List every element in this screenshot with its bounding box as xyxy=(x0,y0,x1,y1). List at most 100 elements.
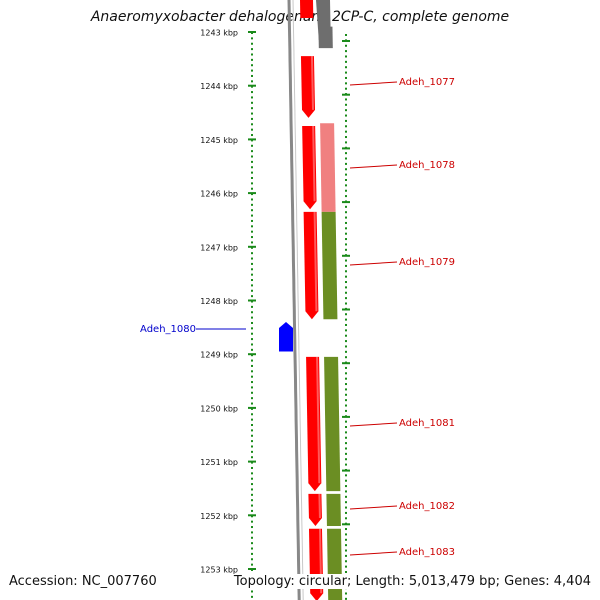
minor-tick-right xyxy=(345,393,347,396)
major-tick-right xyxy=(342,40,350,42)
minor-tick xyxy=(251,338,253,341)
minor-tick-right xyxy=(345,238,347,241)
minor-tick-right xyxy=(345,420,347,423)
minor-tick-right xyxy=(345,404,347,407)
minor-tick-right xyxy=(345,270,347,273)
minor-tick-right xyxy=(345,544,347,547)
minor-tick-right xyxy=(345,152,347,155)
gene-sheen xyxy=(318,493,321,519)
minor-tick xyxy=(251,219,253,222)
minor-tick xyxy=(251,456,253,459)
tick-label: 1252 kbp xyxy=(200,512,238,521)
minor-tick-right xyxy=(345,549,347,552)
leader-line xyxy=(349,164,398,169)
minor-tick-right xyxy=(345,87,347,90)
minor-tick xyxy=(251,91,253,94)
minor-tick-right xyxy=(345,356,347,359)
minor-tick xyxy=(251,536,253,539)
minor-tick-right xyxy=(345,313,347,316)
leader-line xyxy=(349,422,398,427)
minor-tick-right xyxy=(345,168,347,171)
minor-tick xyxy=(251,305,253,308)
gene-partial-top-grey xyxy=(316,0,331,46)
minor-tick xyxy=(251,236,253,239)
minor-tick xyxy=(251,48,253,51)
minor-tick-right xyxy=(345,125,347,128)
minor-tick-right xyxy=(345,318,347,321)
minor-tick xyxy=(251,381,253,384)
map-title: Anaeromyxobacter dehalogenans 2CP-C, com… xyxy=(90,9,510,25)
leader-line xyxy=(349,505,398,510)
minor-tick xyxy=(251,134,253,137)
minor-tick xyxy=(251,214,253,217)
minor-tick xyxy=(251,74,253,77)
minor-tick-right xyxy=(345,399,347,402)
gene-arrow-adeh-1078 xyxy=(302,125,317,210)
minor-tick xyxy=(251,590,253,593)
minor-tick-right xyxy=(345,474,347,477)
minor-tick-right xyxy=(345,82,347,85)
minor-tick xyxy=(251,182,253,185)
tick-label: 1249 kbp xyxy=(200,351,238,360)
major-tick-right xyxy=(342,254,350,257)
minor-tick xyxy=(251,397,253,400)
genome-summary-text: Topology: circular; Length: 5,013,479 bp… xyxy=(233,574,591,589)
minor-tick xyxy=(251,42,253,45)
minor-tick xyxy=(251,96,253,99)
major-tick xyxy=(248,31,256,33)
minor-tick xyxy=(251,520,253,523)
minor-tick-right xyxy=(345,109,347,112)
major-tick-right xyxy=(342,362,350,365)
minor-tick-right xyxy=(345,184,347,187)
minor-tick-right xyxy=(345,463,347,466)
minor-tick xyxy=(251,150,253,153)
minor-tick-right xyxy=(345,211,347,214)
minor-tick-right xyxy=(345,431,347,434)
minor-tick-right xyxy=(345,597,347,600)
minor-tick xyxy=(251,203,253,206)
minor-tick xyxy=(251,176,253,179)
minor-tick xyxy=(251,128,253,131)
minor-tick-right xyxy=(345,323,347,326)
minor-tick xyxy=(251,123,253,126)
minor-tick-right xyxy=(345,501,347,504)
minor-tick xyxy=(251,198,253,201)
minor-tick-right xyxy=(345,426,347,429)
minor-tick-right xyxy=(345,232,347,235)
homology-segment xyxy=(324,356,341,492)
minor-tick-right xyxy=(345,297,347,300)
minor-tick-right xyxy=(345,528,347,531)
minor-tick xyxy=(251,101,253,104)
minor-tick-right xyxy=(345,264,347,267)
homology-segment xyxy=(326,493,341,527)
leader-line xyxy=(349,81,398,86)
minor-tick xyxy=(251,595,253,598)
minor-tick xyxy=(251,364,253,367)
minor-tick xyxy=(251,488,253,491)
minor-tick-right xyxy=(345,511,347,514)
minor-tick-right xyxy=(345,458,347,461)
tick-label: 1250 kbp xyxy=(200,404,238,413)
minor-tick xyxy=(251,450,253,453)
minor-tick xyxy=(251,107,253,110)
minor-tick-right xyxy=(345,340,347,343)
minor-tick xyxy=(251,483,253,486)
minor-tick-right xyxy=(345,334,347,337)
minor-tick-right xyxy=(345,189,347,192)
minor-tick xyxy=(251,117,253,120)
minor-tick-right xyxy=(345,452,347,455)
minor-tick xyxy=(251,58,253,61)
minor-tick-right xyxy=(345,173,347,176)
minor-tick xyxy=(251,316,253,319)
minor-tick-right xyxy=(345,205,347,208)
minor-tick-right xyxy=(345,157,347,160)
minor-tick-right xyxy=(345,291,347,294)
gene-label: Adeh_1077 xyxy=(399,77,455,88)
minor-tick-right xyxy=(345,350,347,353)
minor-tick xyxy=(251,257,253,260)
minor-tick-right xyxy=(345,592,347,595)
major-tick xyxy=(248,353,256,356)
minor-tick xyxy=(251,370,253,373)
minor-tick xyxy=(251,64,253,67)
minor-tick-right xyxy=(345,259,347,262)
